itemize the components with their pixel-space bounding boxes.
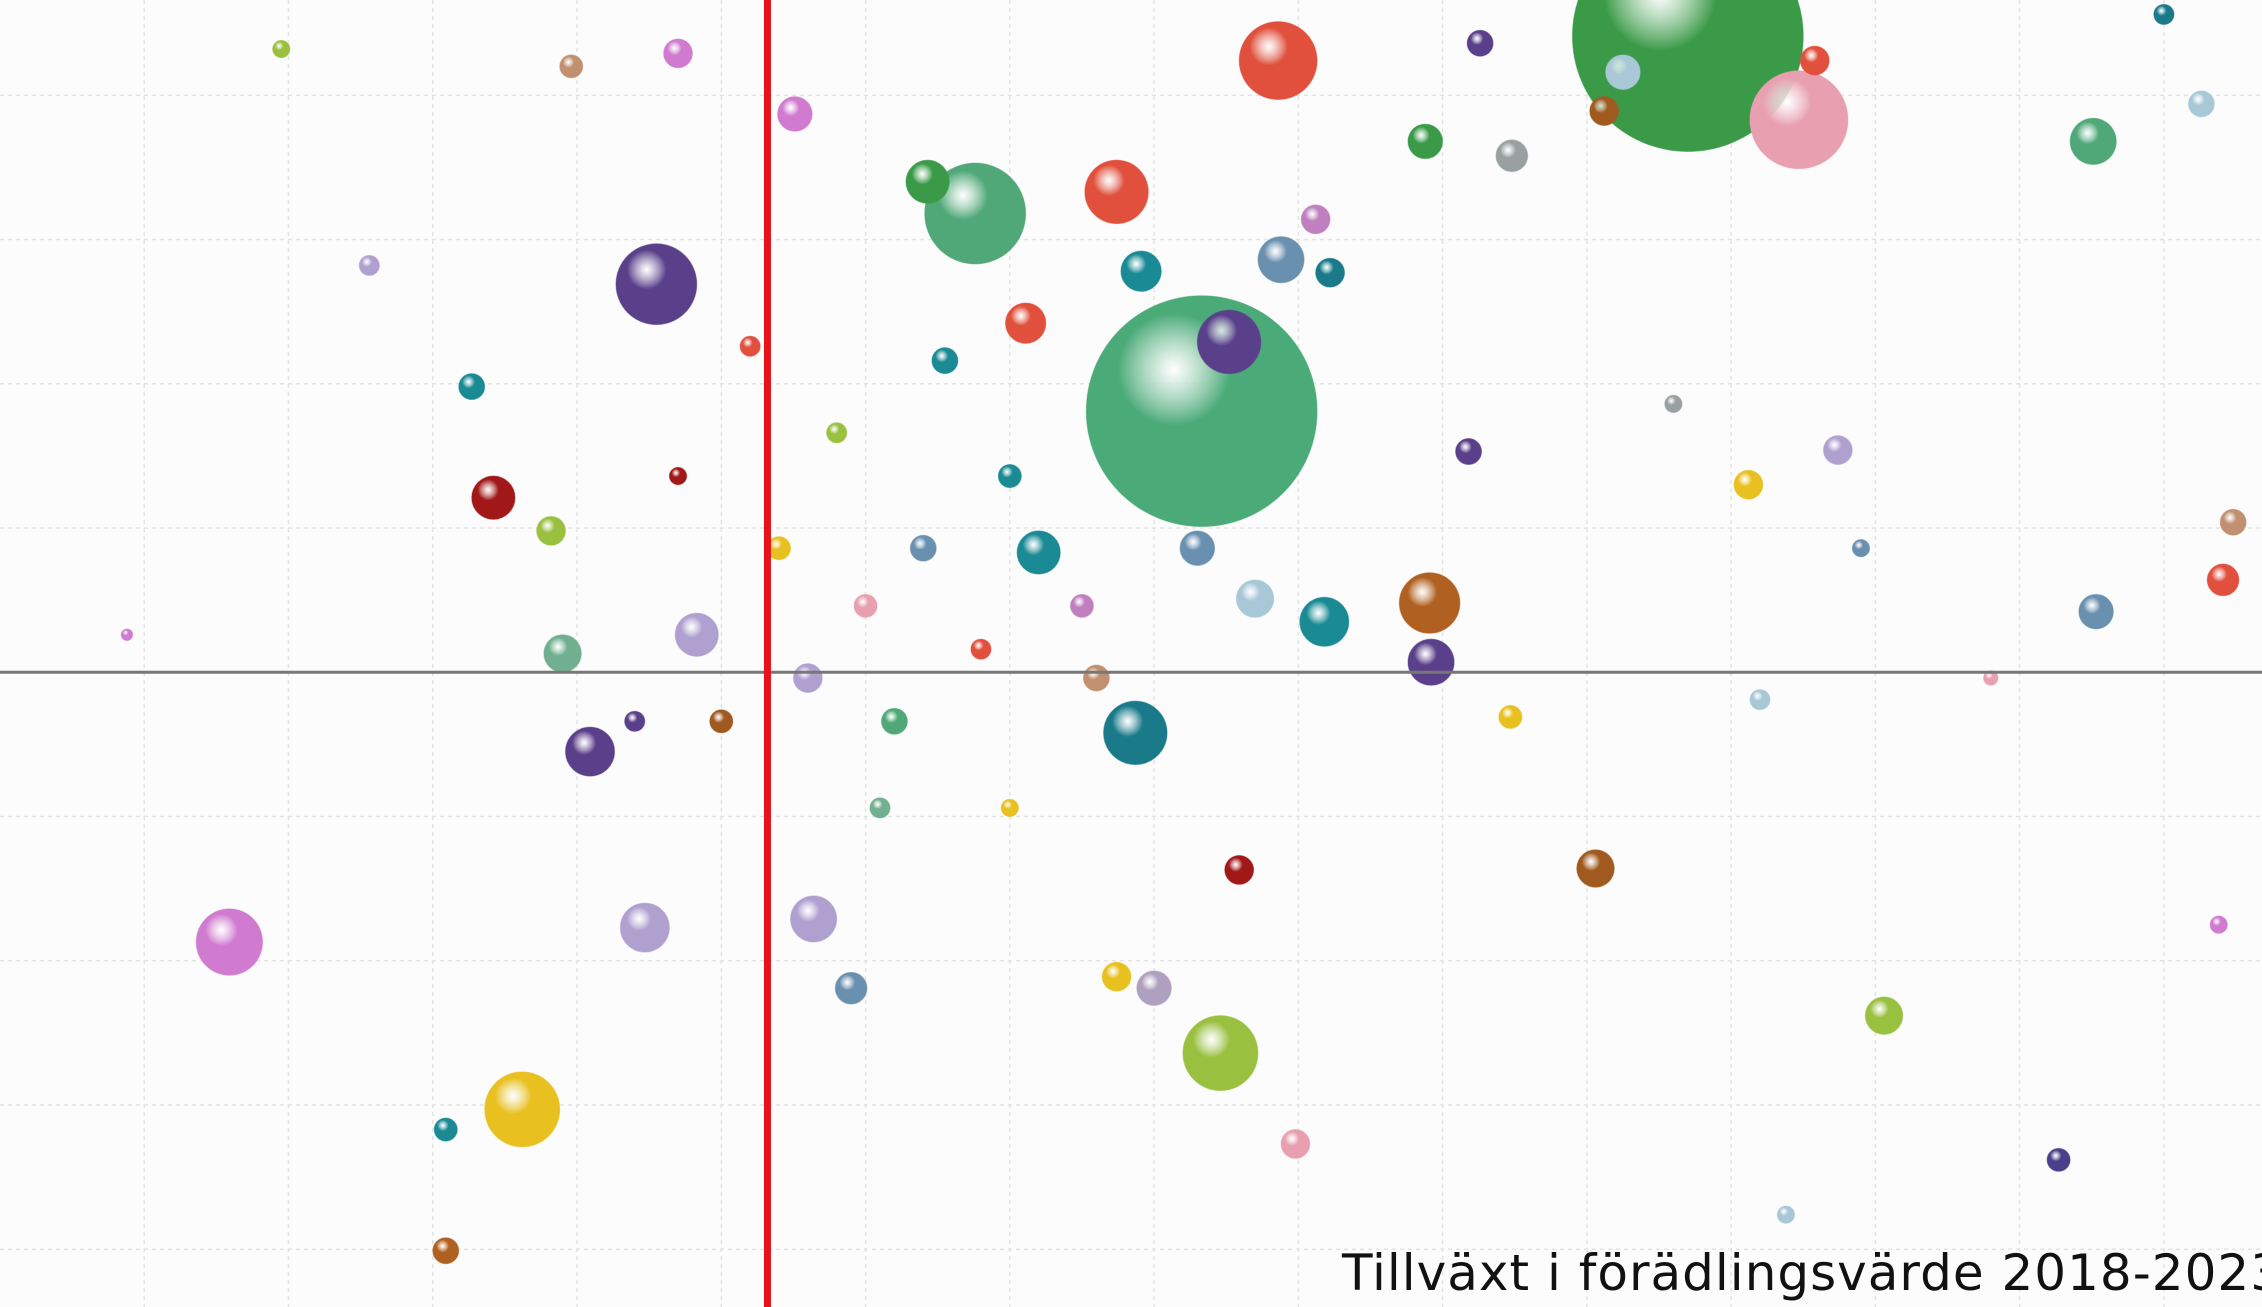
bubble <box>471 475 516 520</box>
bubble <box>2046 1147 2071 1172</box>
bubble <box>1733 469 1764 500</box>
bubble <box>1589 96 1620 127</box>
bubble <box>1576 849 1615 888</box>
bubble <box>433 1117 458 1142</box>
bubble <box>624 710 646 732</box>
bubble <box>619 902 670 953</box>
bubble <box>1799 45 1830 76</box>
bubble <box>2206 563 2240 597</box>
bubble <box>674 612 719 657</box>
bubble <box>970 638 992 660</box>
bubble <box>543 634 582 673</box>
bubble <box>668 466 688 486</box>
bubble <box>358 254 380 277</box>
bubble <box>790 895 838 943</box>
bubble <box>565 726 616 777</box>
bubble <box>195 908 264 976</box>
bubble <box>909 534 937 562</box>
bubble <box>1120 250 1162 292</box>
bubble <box>458 373 486 401</box>
bubble <box>931 347 959 375</box>
bubble <box>272 39 291 59</box>
x-axis-label: Tillväxt i förädlingsvärde 2018-2023 <box>1341 1244 2262 1302</box>
bubble <box>1664 394 1683 414</box>
bubble <box>1136 970 1172 1006</box>
bubble <box>1498 704 1523 730</box>
bubble <box>1466 29 1494 57</box>
bubble <box>2153 3 2175 26</box>
bubble <box>905 159 950 204</box>
bubble <box>1851 539 1871 558</box>
bubble <box>1776 1205 1796 1224</box>
bubble <box>777 96 813 132</box>
bubble <box>1398 572 1461 634</box>
bubble <box>1182 1015 1259 1092</box>
bubble <box>2209 915 2228 934</box>
bubble <box>615 243 698 326</box>
bubble <box>1280 1129 1311 1159</box>
bubble <box>826 422 848 444</box>
bubble <box>1749 689 1771 711</box>
bubble <box>709 709 734 734</box>
bubble <box>2078 593 2114 630</box>
bubble <box>834 971 868 1005</box>
bubble <box>1605 54 1641 90</box>
bubble <box>1069 593 1094 618</box>
bubble <box>1084 159 1149 225</box>
bubble <box>1004 302 1047 344</box>
bubble <box>2069 117 2117 165</box>
bubble <box>1407 123 1444 160</box>
bubble <box>1235 579 1275 618</box>
bubble <box>924 162 1027 265</box>
bubble <box>853 593 878 618</box>
bubble <box>880 707 908 735</box>
bubble <box>1103 700 1168 766</box>
bubble <box>739 335 761 357</box>
bubble <box>1571 0 1804 152</box>
bubble <box>1299 596 1350 647</box>
bubble <box>1822 435 1853 466</box>
bubble <box>1238 21 1318 101</box>
bubble <box>869 797 891 819</box>
bubble <box>1016 530 1061 575</box>
bubble <box>432 1237 460 1265</box>
bubble <box>1179 530 1216 567</box>
bubble <box>1495 139 1529 173</box>
bubble <box>1455 438 1483 466</box>
bubble <box>1864 996 1904 1035</box>
bubble <box>559 54 584 79</box>
bubble <box>484 1071 561 1148</box>
bubble <box>1101 961 1132 992</box>
bubble <box>1082 664 1110 692</box>
bubble <box>1000 798 1019 818</box>
bubble <box>792 663 823 693</box>
bubble <box>663 38 693 69</box>
bubble <box>1224 854 1255 885</box>
bubble <box>1085 295 1318 528</box>
bubble <box>2219 508 2247 536</box>
bubble <box>1315 257 1346 288</box>
bubble <box>536 515 566 546</box>
bubble <box>1196 309 1262 375</box>
bubble <box>1749 70 1849 170</box>
bubble <box>2187 90 2215 118</box>
bubble <box>1300 204 1331 235</box>
bubble <box>1407 638 1455 686</box>
bubble <box>1257 236 1305 284</box>
bubble <box>997 464 1022 489</box>
bubble <box>120 628 134 642</box>
